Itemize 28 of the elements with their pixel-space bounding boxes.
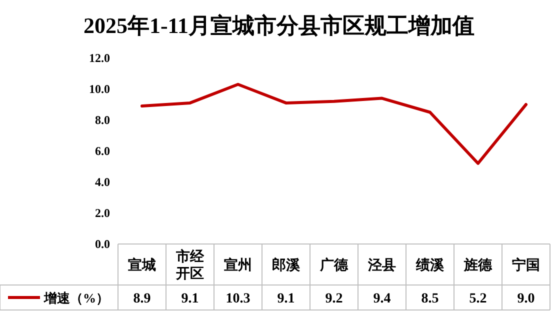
x-tick-label: 宣州 — [224, 256, 252, 274]
x-tick-label: 旌德 — [463, 258, 493, 274]
y-tick-label: 8.0 — [95, 113, 110, 127]
y-tick-label: 6.0 — [95, 144, 110, 158]
x-tick-label: 宁国 — [512, 256, 540, 274]
chart-title: 2025年1-11月宣城市分县市区规工增加值 — [83, 13, 475, 38]
data-label: 9.1 — [181, 292, 199, 306]
y-tick-label: 2.0 — [95, 206, 110, 220]
line-series — [140, 82, 528, 165]
data-label: 10.3 — [226, 292, 250, 306]
y-tick-label: 12.0 — [89, 51, 110, 65]
y-tick-label: 10.0 — [89, 82, 110, 96]
y-tick-label: 0.0 — [95, 237, 110, 251]
data-label: 5.2 — [469, 292, 487, 306]
x-tick-label: 泾县 — [367, 258, 396, 274]
x-tick-label: 广德 — [319, 256, 349, 274]
data-label: 9.2 — [325, 292, 343, 306]
y-tick-label: 4.0 — [95, 175, 110, 189]
x-tick-label: 宣城 — [128, 256, 156, 274]
legend-label: 增速（%） — [43, 290, 109, 306]
data-label: 9.0 — [517, 292, 535, 306]
x-tick-label: 郎溪 — [272, 256, 301, 274]
data-label: 8.5 — [421, 292, 439, 306]
data-label: 9.1 — [277, 292, 295, 306]
data-label: 8.9 — [133, 292, 151, 306]
x-tick-label: 绩溪 — [415, 258, 445, 274]
data-label: 9.4 — [373, 292, 391, 306]
x-tick-label: 市经开区 — [175, 248, 205, 282]
